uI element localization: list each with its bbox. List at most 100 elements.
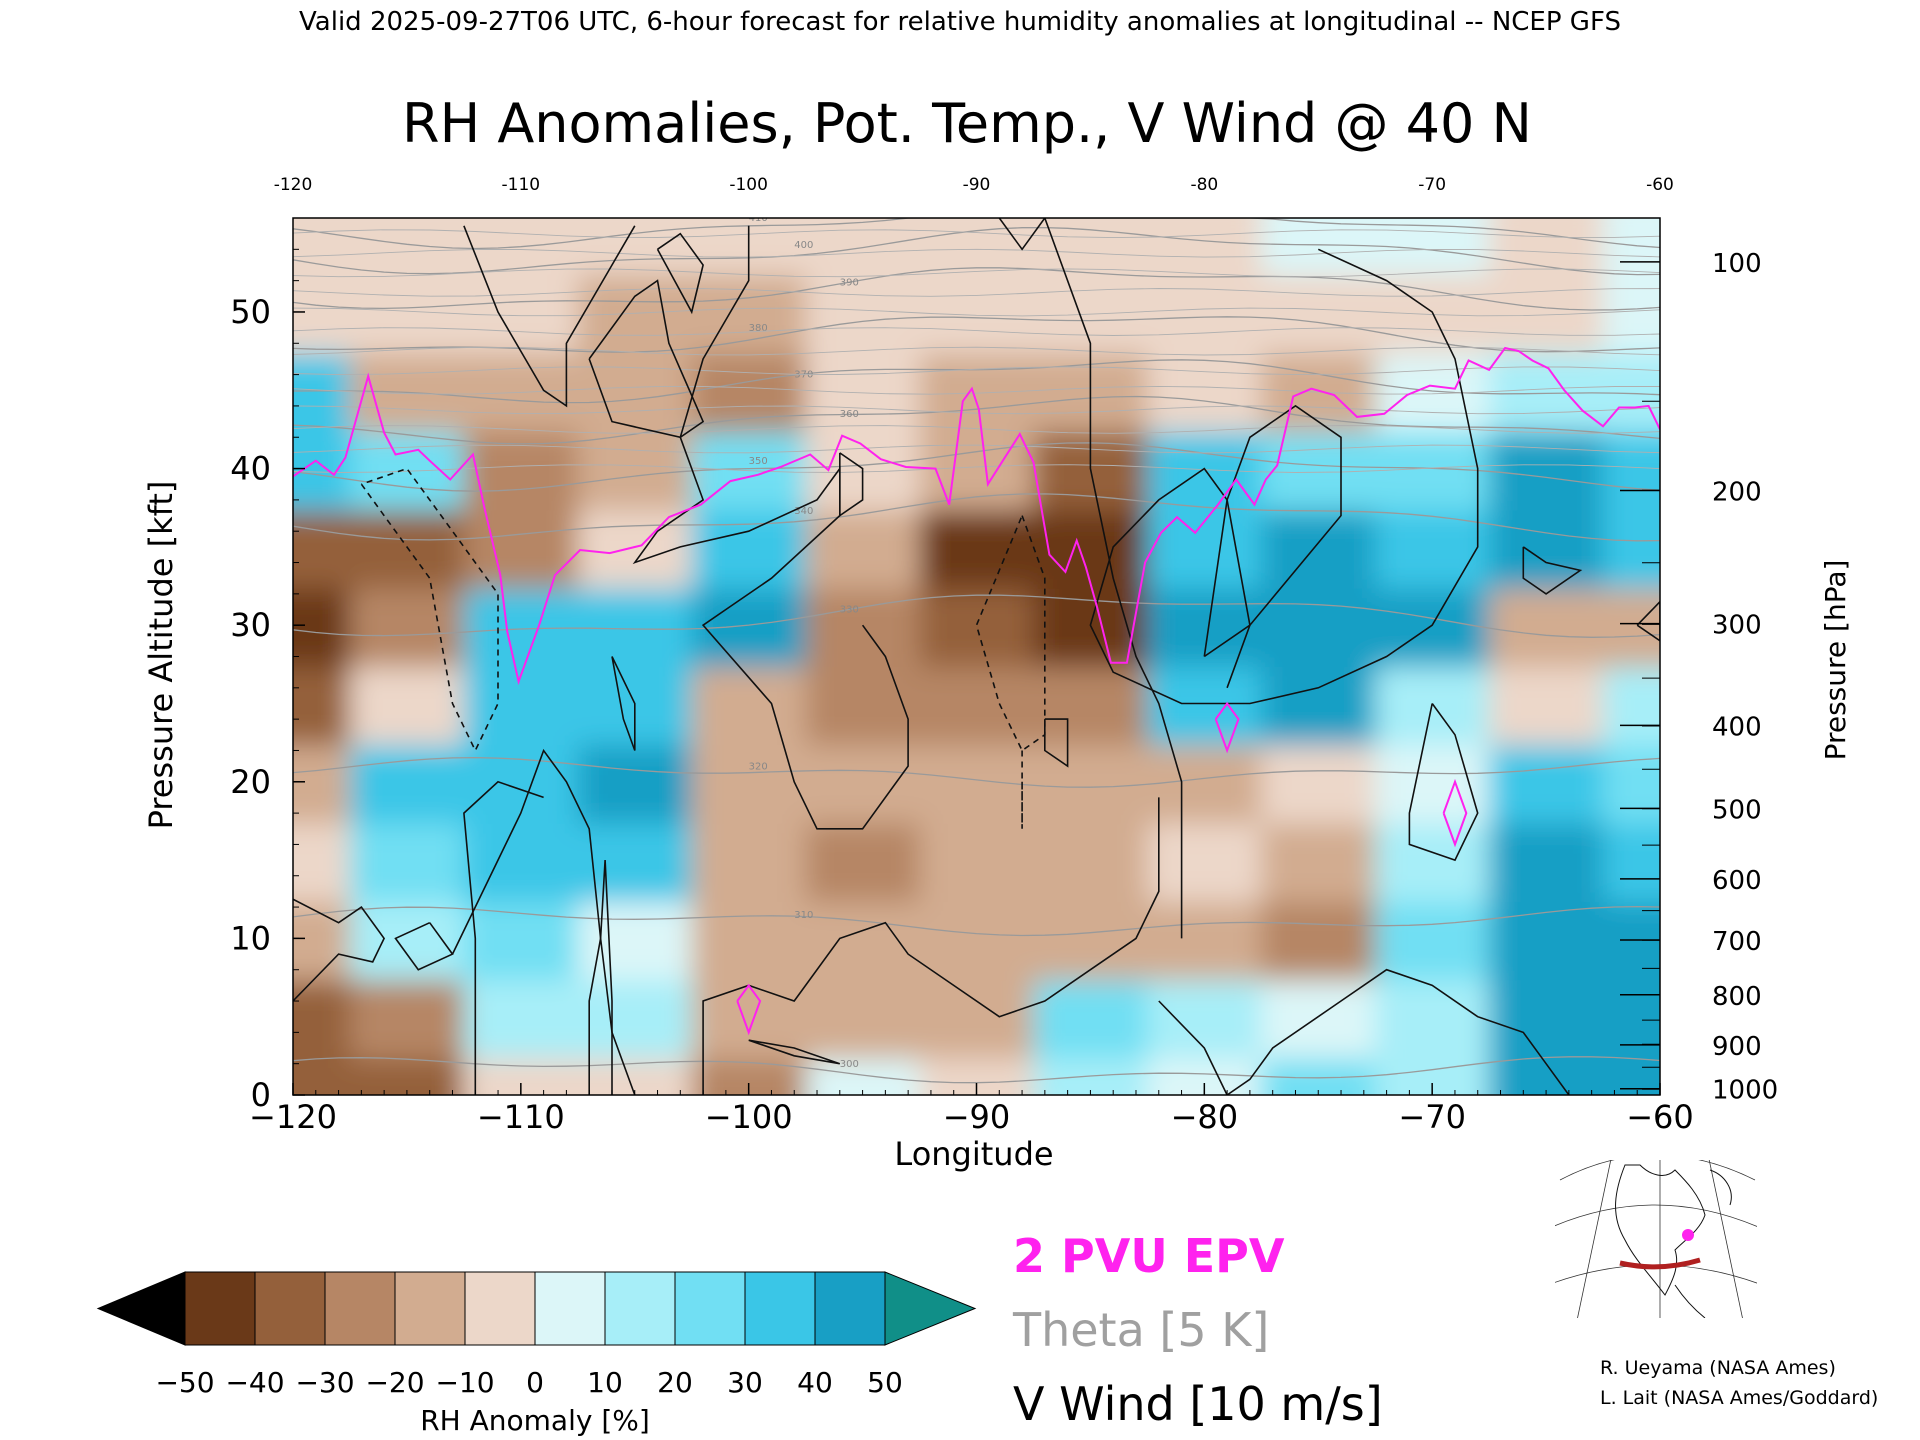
map-parallel	[1555, 1204, 1757, 1228]
x-tick-label: −100	[705, 1098, 793, 1136]
valid-time-header: Valid 2025-09-27T06 UTC, 6-hour forecast…	[299, 7, 1621, 37]
rh-cell	[1603, 218, 1660, 276]
v-wind-contour	[1158, 968, 1570, 1095]
top-tick-label: -70	[1418, 175, 1446, 195]
theta-contour-label: 320	[749, 761, 768, 772]
rh-cell	[1261, 898, 1378, 981]
rh-cell	[1033, 663, 1150, 746]
rh-cell	[919, 976, 1036, 1059]
rh-cell	[1261, 976, 1378, 1059]
colorbar-tick-label: −50	[155, 1366, 214, 1399]
rh-cell	[1147, 820, 1264, 902]
rh-cell	[1261, 218, 1378, 276]
theta-contour	[293, 405, 1660, 415]
rh-cell	[1375, 898, 1492, 981]
y-axis-label-left: Pressure Altitude [kft]	[142, 481, 180, 830]
rh-cell	[463, 350, 580, 433]
theta-contour	[293, 226, 1660, 276]
theta-contour	[293, 218, 1660, 250]
theta-contour-label: 300	[840, 1059, 859, 1070]
epv-2pvu-contour	[293, 346, 1660, 686]
v-wind-contour	[588, 860, 613, 1095]
pressure-tick-label: 400	[1712, 712, 1762, 742]
x-tick-label: −110	[477, 1098, 565, 1136]
rh-cell	[691, 898, 808, 981]
rh-cell	[1489, 585, 1606, 668]
theta-contour-label: 380	[749, 323, 768, 334]
colorbar-under-triangle	[96, 1271, 186, 1346]
coastline-north-america	[1615, 1164, 1706, 1296]
rh-cell	[919, 898, 1036, 981]
colorbar-tick-label: 10	[587, 1366, 623, 1399]
colorbar-segment	[324, 1271, 396, 1346]
colorbar-over-triangle	[884, 1271, 977, 1346]
rh-cell	[1375, 976, 1492, 1059]
theta-contour-label: 310	[794, 910, 813, 921]
rh-cell	[691, 663, 808, 746]
rh-cell	[1261, 820, 1378, 902]
rh-cell	[805, 272, 922, 354]
colorbar-segment	[254, 1271, 326, 1346]
rh-cell	[577, 507, 694, 589]
v-wind-contour-negative	[975, 515, 1046, 752]
x-tick-label: −90	[943, 1098, 1011, 1136]
rh-cell	[1603, 585, 1660, 668]
theta-contour-label: 370	[794, 370, 813, 381]
rh-cell	[463, 820, 580, 902]
rh-cell	[691, 272, 808, 354]
v-wind-contour	[1044, 718, 1069, 768]
v-wind-contour	[293, 898, 386, 1002]
theta-contour	[293, 493, 1660, 542]
rh-cell	[1033, 272, 1150, 354]
colorbar-tick-label: 40	[797, 1366, 833, 1399]
rh-cell	[463, 428, 580, 511]
rh-cell	[1261, 428, 1378, 511]
rh-cell	[919, 272, 1036, 354]
theta-contour-label: 360	[840, 409, 859, 420]
rh-cell	[1147, 218, 1264, 276]
colorbar-tick-label: −40	[225, 1366, 284, 1399]
colorbar-segment	[534, 1271, 606, 1346]
rh-cell	[805, 428, 922, 511]
theta-contour	[293, 359, 1660, 404]
colorbar: −50 −40 −30 −20 −10 0 10 20 30 40 50	[96, 1271, 977, 1399]
cross-section-line	[1619, 1257, 1701, 1270]
rh-cell	[919, 1055, 1036, 1095]
rh-cell	[1603, 820, 1660, 902]
x-tick-label: −80	[1171, 1098, 1239, 1136]
rh-cell	[577, 1055, 694, 1095]
top-tick-label: -90	[963, 175, 991, 195]
colorbar-segment	[184, 1271, 256, 1346]
top-tick-label: -80	[1190, 175, 1218, 195]
x-tick-label: −120	[249, 1098, 337, 1136]
rh-cell	[1375, 585, 1492, 668]
rh-cell	[691, 585, 808, 668]
y-tick-label: 20	[230, 763, 271, 801]
pressure-tick-label: 800	[1712, 982, 1762, 1012]
credit-line-1: R. Ueyama (NASA Ames)	[1600, 1357, 1836, 1379]
colorbar-segment	[814, 1271, 886, 1346]
rh-cell	[1489, 1055, 1606, 1095]
rh-cell	[691, 820, 808, 902]
axis-ticks: −120 −110 −100 −90 −80 −70 −60 -120 -110 -100 -90 -…	[230, 175, 1778, 1136]
top-tick-label: -120	[274, 175, 313, 195]
rh-cell	[349, 585, 466, 668]
v-wind-contour	[839, 452, 864, 518]
rh-cell	[293, 272, 352, 354]
x-tick-label: −60	[1626, 1098, 1694, 1136]
rh-cell	[349, 976, 466, 1059]
rh-cell	[577, 350, 694, 433]
rh-cell	[349, 820, 466, 902]
rh-cell	[1603, 976, 1660, 1059]
rh-cell	[463, 585, 580, 668]
legend-epv: 2 PVU EPV	[1013, 1229, 1285, 1283]
rh-cell	[1147, 976, 1264, 1059]
rh-cell	[1033, 507, 1150, 589]
rh-cell	[463, 898, 580, 981]
rh-cell	[1489, 898, 1606, 981]
colorbar-tick-label: 30	[727, 1366, 763, 1399]
top-tick-label: -100	[729, 175, 768, 195]
map-parallel	[1559, 1160, 1756, 1181]
